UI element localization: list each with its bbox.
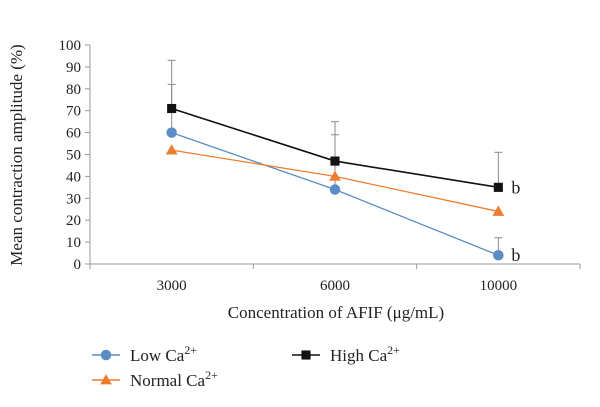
data-point <box>329 170 341 181</box>
legend-item: Low Ca2+ <box>92 343 197 365</box>
y-tick-label: 0 <box>74 257 82 273</box>
legend-marker <box>301 350 311 360</box>
x-tick-label: 10000 <box>480 278 518 294</box>
x-axis-title: Concentration of AFIF (μg/mL) <box>228 303 444 322</box>
data-point <box>167 103 177 114</box>
y-tick-label: 10 <box>66 235 81 251</box>
legend: Low Ca2+ Normal Ca2+ High Ca2+ <box>92 343 400 390</box>
series-square <box>167 59 503 192</box>
data-point <box>329 184 341 195</box>
data-point <box>165 144 178 155</box>
data-point <box>493 182 503 192</box>
legend-marker <box>100 374 112 385</box>
y-tick-label: 50 <box>66 148 81 164</box>
legend-item: Normal Ca2+ <box>92 368 218 390</box>
legend-label: Normal Ca2+ <box>130 368 218 390</box>
data-point <box>330 156 340 166</box>
significance-label: b <box>511 177 520 197</box>
legend-label: High Ca2+ <box>330 343 400 365</box>
series-triangle <box>165 144 505 216</box>
series-layer <box>165 59 505 261</box>
y-axis-ticks: 0 10 20 30 40 50 60 70 80 90 100 <box>59 38 90 273</box>
annotations: bb <box>511 177 520 265</box>
y-tick-label: 90 <box>66 60 81 76</box>
legend-label: Low Ca2+ <box>130 343 197 365</box>
y-axis-title: Mean contraction amplitude (%) <box>7 44 26 265</box>
y-tick-label: 80 <box>66 82 81 98</box>
y-tick-label: 20 <box>66 213 81 229</box>
y-tick-label: 60 <box>66 126 81 142</box>
y-tick-label: 100 <box>59 38 82 54</box>
y-tick-label: 70 <box>66 104 81 120</box>
legend-marker <box>100 349 112 361</box>
data-point <box>492 205 505 216</box>
legend-item: High Ca2+ <box>292 343 400 365</box>
significance-label: b <box>511 245 520 265</box>
y-tick-label: 30 <box>66 191 81 207</box>
data-point <box>166 127 177 138</box>
y-tick-label: 40 <box>66 169 81 185</box>
x-tick-label: 6000 <box>320 278 350 294</box>
x-tick-label: 3000 <box>157 278 187 294</box>
x-axis-ticks: 3000 6000 10000 <box>89 264 581 294</box>
data-point <box>493 249 504 261</box>
